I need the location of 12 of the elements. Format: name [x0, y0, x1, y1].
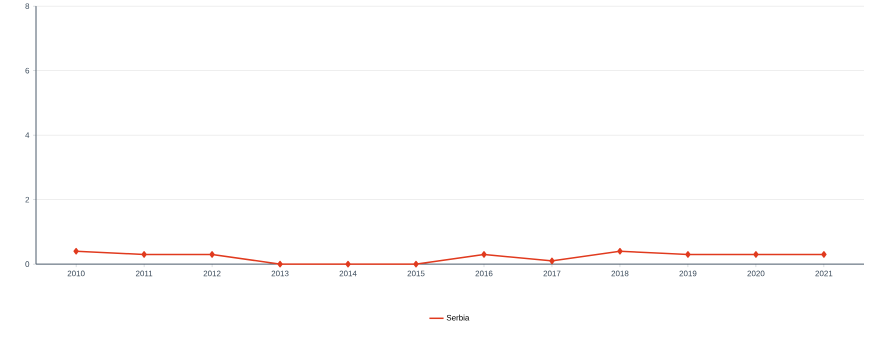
point — [413, 260, 419, 268]
point — [753, 251, 759, 258]
point — [617, 248, 623, 255]
point — [821, 251, 827, 258]
point — [141, 251, 147, 258]
point — [549, 258, 555, 264]
point — [277, 260, 283, 268]
point — [209, 251, 215, 258]
point — [345, 260, 351, 268]
point — [73, 248, 79, 255]
point — [481, 251, 487, 258]
point — [685, 251, 691, 258]
